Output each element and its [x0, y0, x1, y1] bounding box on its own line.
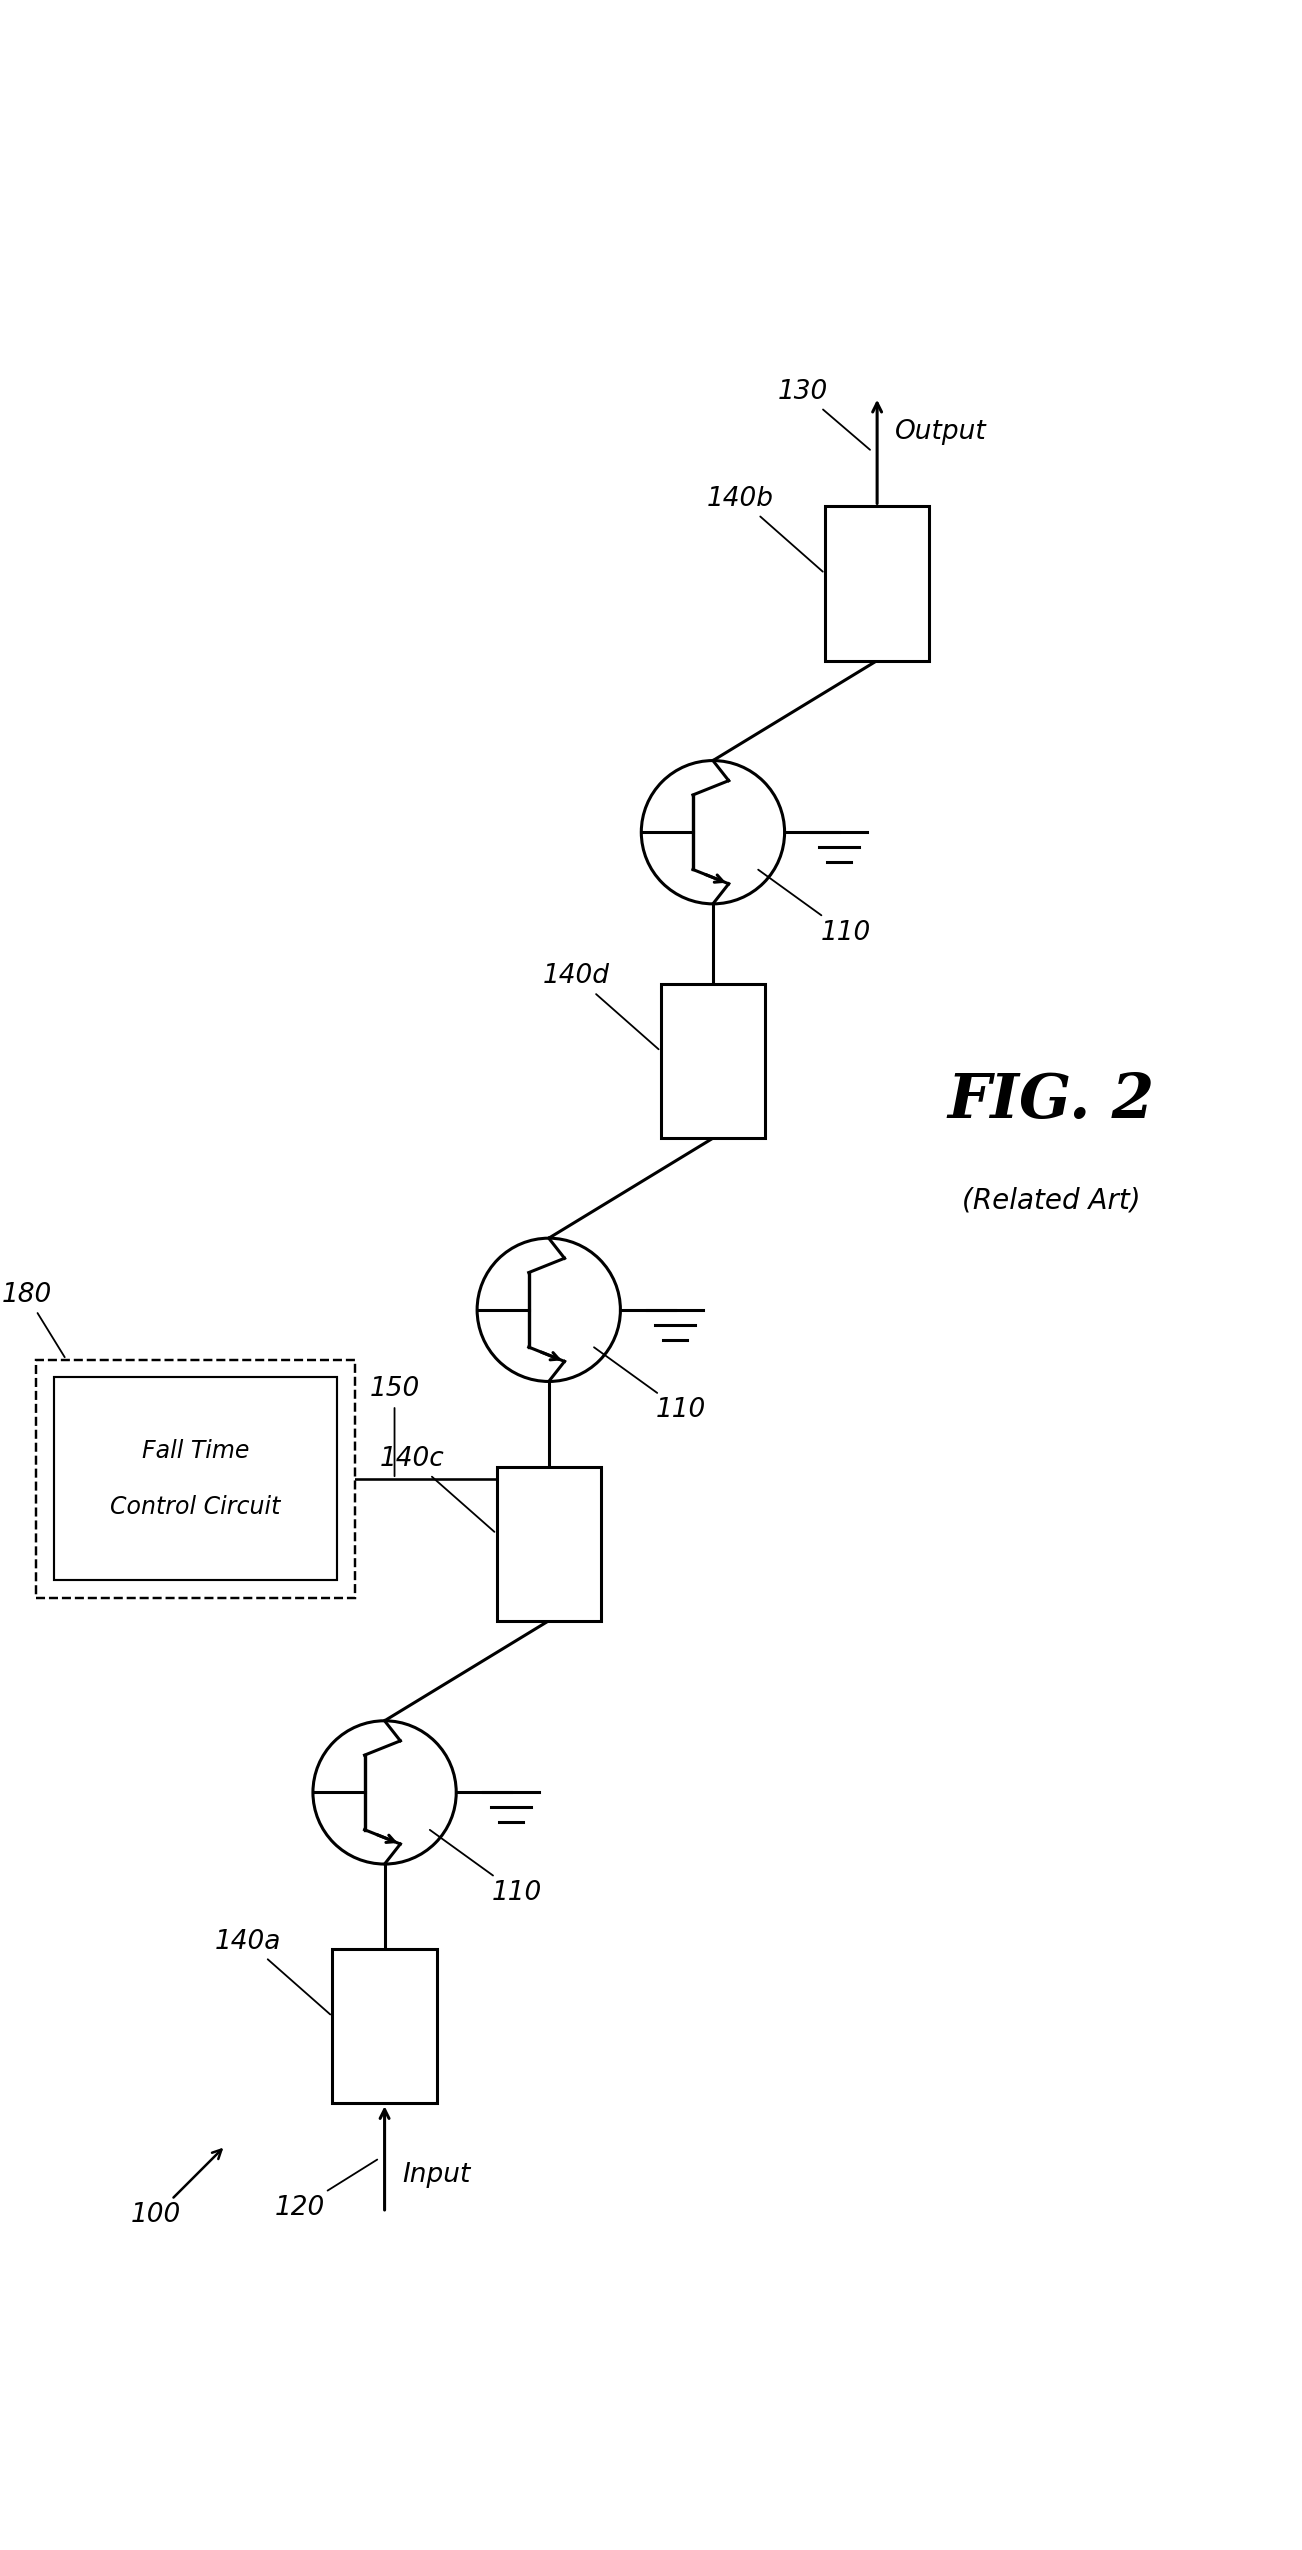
Text: Input: Input — [402, 2162, 471, 2188]
Text: 100: 100 — [130, 2150, 221, 2229]
Bar — [332, 1948, 436, 2104]
Circle shape — [312, 1721, 456, 1864]
Bar — [660, 984, 766, 1137]
Bar — [55, 1377, 337, 1581]
Text: (Related Art): (Related Art) — [962, 1186, 1141, 1214]
Text: 180: 180 — [1, 1283, 65, 1357]
Text: 140b: 140b — [707, 487, 823, 571]
Text: Fall Time: Fall Time — [142, 1438, 249, 1464]
Text: Control Circuit: Control Circuit — [111, 1494, 281, 1520]
Text: 120: 120 — [275, 2160, 378, 2221]
Text: 110: 110 — [594, 1346, 707, 1423]
Circle shape — [642, 760, 785, 903]
Bar — [36, 1359, 354, 1599]
Bar — [496, 1466, 602, 1622]
Text: 110: 110 — [430, 1831, 542, 1905]
Text: Output: Output — [894, 418, 987, 444]
Text: 140c: 140c — [380, 1446, 495, 1533]
Text: FIG. 2: FIG. 2 — [948, 1071, 1155, 1130]
Text: 140d: 140d — [543, 964, 659, 1048]
Bar — [825, 507, 930, 660]
Text: 110: 110 — [758, 870, 871, 946]
Circle shape — [477, 1239, 621, 1382]
Text: 140a: 140a — [215, 1928, 331, 2014]
Text: 130: 130 — [777, 380, 870, 449]
Text: 150: 150 — [370, 1377, 419, 1476]
